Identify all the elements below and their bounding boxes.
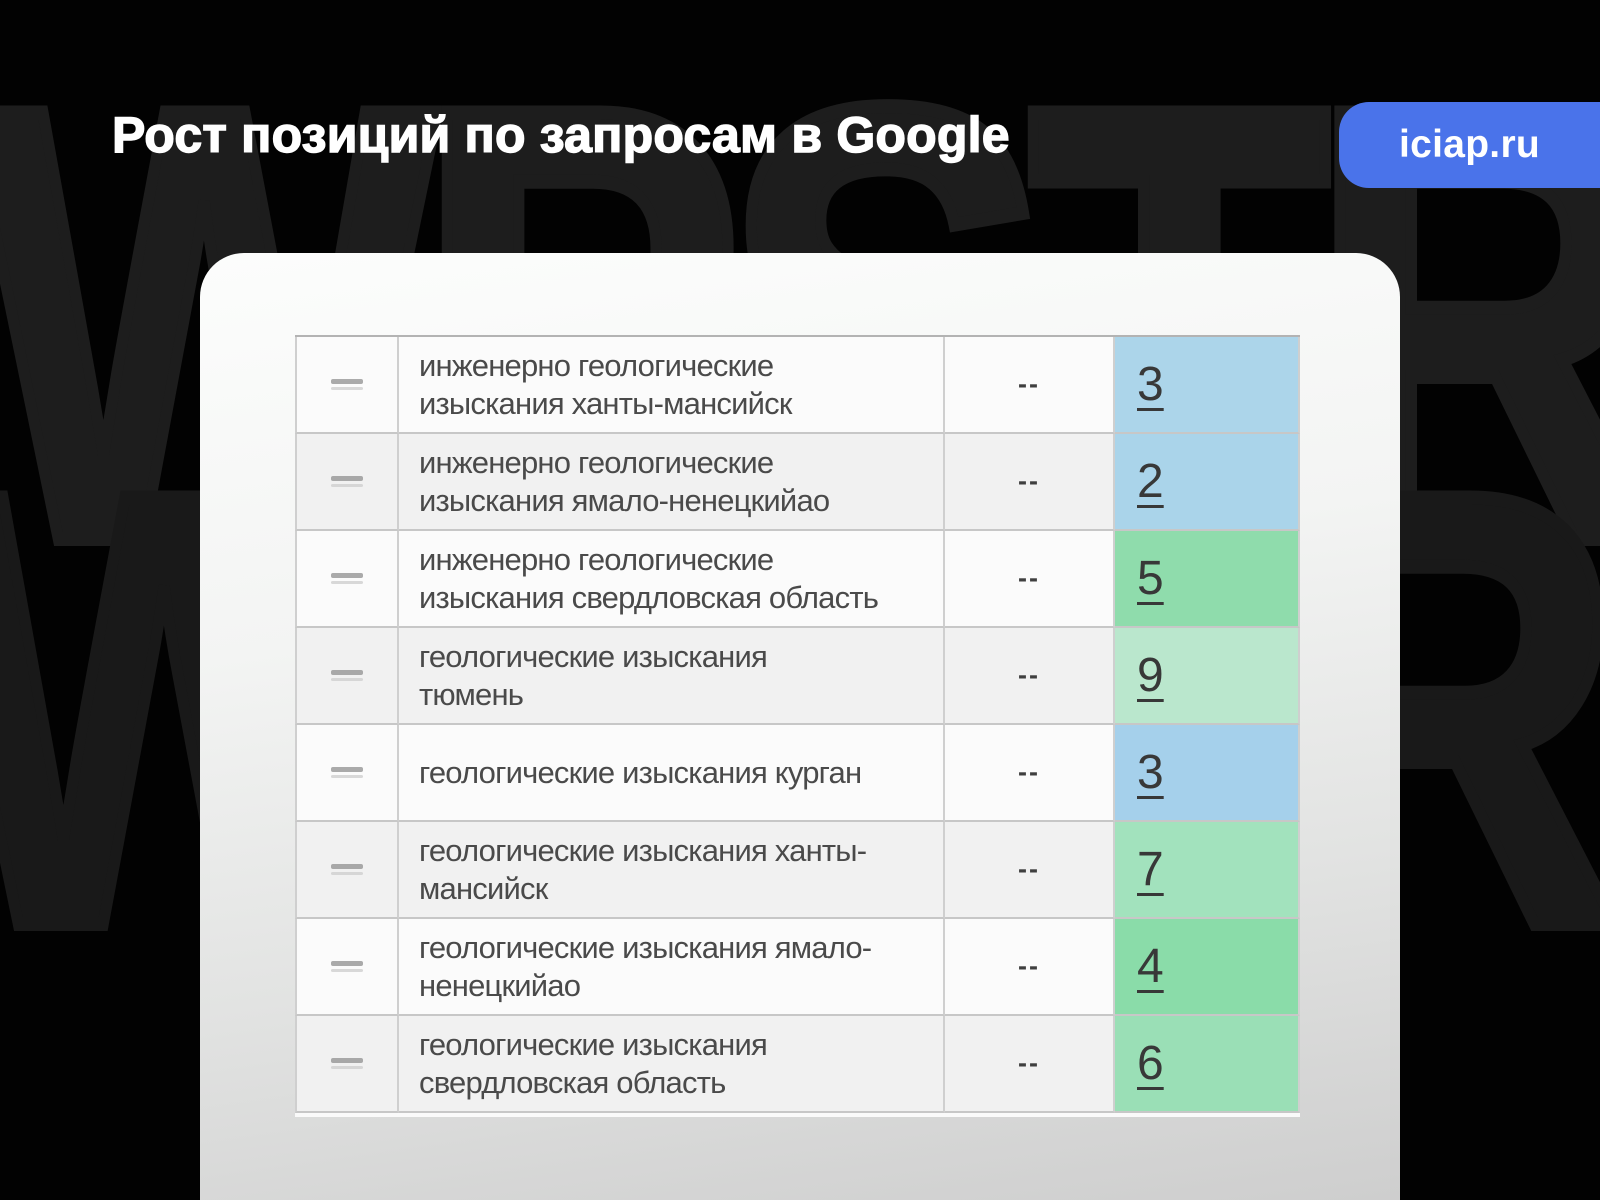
row-handle-cell <box>295 822 399 919</box>
drag-handle-icon[interactable] <box>331 961 363 972</box>
query-cell: инженерно геологические изыскания свердл… <box>399 531 945 628</box>
position-link[interactable]: 4 <box>1137 940 1164 993</box>
table-row: геологические изыскания тюмень -- 9 <box>295 628 1300 725</box>
query-text: геологические изыскания ханты- мансийск <box>419 832 867 906</box>
site-badge-label: iciap.ru <box>1398 123 1541 166</box>
site-badge[interactable]: iciap.ru <box>1339 102 1600 188</box>
query-cell: инженерно геологические изыскания ямало-… <box>399 434 945 531</box>
row-handle-cell <box>295 725 399 822</box>
change-cell: -- <box>945 1016 1115 1113</box>
position-link[interactable]: 9 <box>1137 649 1164 702</box>
page-title: Рост позиций по запросам в Google <box>111 106 1010 163</box>
table-row: инженерно геологические изыскания ханты-… <box>295 337 1300 434</box>
change-value: -- <box>1018 563 1040 593</box>
query-text: геологические изыскания свердловская обл… <box>419 1026 768 1100</box>
positions-table: инженерно геологические изыскания ханты-… <box>295 335 1300 1117</box>
change-value: -- <box>1018 660 1040 690</box>
drag-handle-icon[interactable] <box>331 476 363 487</box>
query-cell: инженерно геологические изыскания ханты-… <box>399 337 945 434</box>
change-value: -- <box>1018 854 1040 884</box>
position-link[interactable]: 7 <box>1137 843 1164 896</box>
change-cell: -- <box>945 725 1115 822</box>
table-row: геологические изыскания ямало- ненецкийа… <box>295 919 1300 1016</box>
change-value: -- <box>1018 369 1040 399</box>
content-card: инженерно геологические изыскания ханты-… <box>200 253 1400 1200</box>
change-cell: -- <box>945 531 1115 628</box>
row-handle-cell <box>295 1016 399 1113</box>
change-value: -- <box>1018 757 1040 787</box>
position-cell: 4 <box>1115 919 1300 1016</box>
query-text: инженерно геологические изыскания ямало-… <box>419 444 830 518</box>
position-link[interactable]: 3 <box>1137 358 1164 411</box>
row-handle-cell <box>295 628 399 725</box>
position-link[interactable]: 3 <box>1137 746 1164 799</box>
drag-handle-icon[interactable] <box>331 1058 363 1069</box>
query-text: геологические изыскания курган <box>419 754 862 790</box>
drag-handle-icon[interactable] <box>331 670 363 681</box>
row-handle-cell <box>295 337 399 434</box>
query-cell: геологические изыскания тюмень <box>399 628 945 725</box>
change-cell: -- <box>945 337 1115 434</box>
row-handle-cell <box>295 434 399 531</box>
row-handle-cell <box>295 919 399 1016</box>
query-text: инженерно геологические изыскания ханты-… <box>419 347 792 421</box>
query-text: геологические изыскания ямало- ненецкийа… <box>419 929 872 1003</box>
change-value: -- <box>1018 1048 1040 1078</box>
position-cell: 3 <box>1115 337 1300 434</box>
position-cell: 7 <box>1115 822 1300 919</box>
query-cell: геологические изыскания курган <box>399 725 945 822</box>
position-cell: 6 <box>1115 1016 1300 1113</box>
position-link[interactable]: 6 <box>1137 1037 1164 1090</box>
change-cell: -- <box>945 434 1115 531</box>
table-row: инженерно геологические изыскания свердл… <box>295 531 1300 628</box>
change-value: -- <box>1018 466 1040 496</box>
change-cell: -- <box>945 919 1115 1016</box>
drag-handle-icon[interactable] <box>331 864 363 875</box>
query-cell: геологические изыскания ямало- ненецкийа… <box>399 919 945 1016</box>
position-link[interactable]: 2 <box>1137 455 1164 508</box>
drag-handle-icon[interactable] <box>331 767 363 778</box>
query-text: геологические изыскания тюмень <box>419 638 768 712</box>
query-cell: геологические изыскания свердловская обл… <box>399 1016 945 1113</box>
row-handle-cell <box>295 531 399 628</box>
change-value: -- <box>1018 951 1040 981</box>
position-cell: 3 <box>1115 725 1300 822</box>
drag-handle-icon[interactable] <box>331 379 363 390</box>
query-text: инженерно геологические изыскания свердл… <box>419 541 879 615</box>
position-cell: 2 <box>1115 434 1300 531</box>
query-cell: геологические изыскания ханты- мансийск <box>399 822 945 919</box>
change-cell: -- <box>945 822 1115 919</box>
change-cell: -- <box>945 628 1115 725</box>
table-row: инженерно геологические изыскания ямало-… <box>295 434 1300 531</box>
table-row: геологические изыскания ханты- мансийск … <box>295 822 1300 919</box>
position-cell: 9 <box>1115 628 1300 725</box>
position-link[interactable]: 5 <box>1137 552 1164 605</box>
table-row: геологические изыскания курган -- 3 <box>295 725 1300 822</box>
drag-handle-icon[interactable] <box>331 573 363 584</box>
position-cell: 5 <box>1115 531 1300 628</box>
table-row: геологические изыскания свердловская обл… <box>295 1016 1300 1113</box>
